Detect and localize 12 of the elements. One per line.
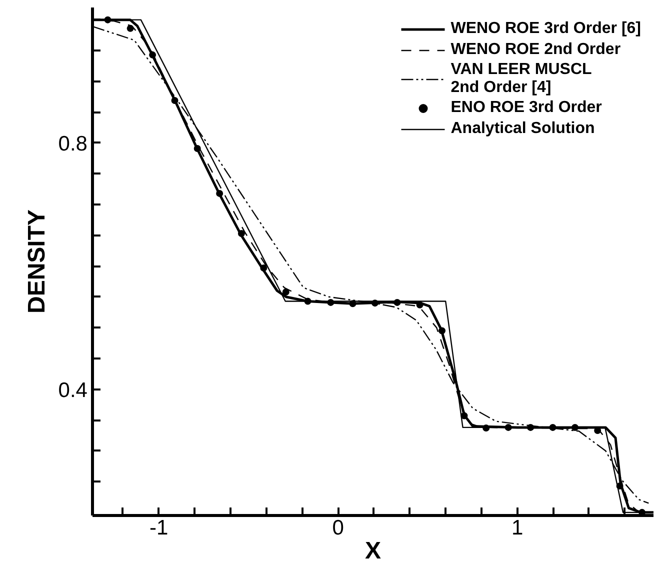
x-tick-label: 1 — [511, 516, 524, 540]
y-axis-title: DENSITY — [23, 209, 50, 314]
y-tick-label: 0.8 — [58, 132, 88, 156]
legend-label: Analytical Solution — [450, 119, 595, 139]
legend-label: WENO ROE 2nd Order — [450, 40, 621, 60]
x-axis-title: X — [364, 538, 382, 564]
legend-label: VAN LEER MUSCL 2nd Order [4] — [450, 61, 592, 97]
legend-label: WENO ROE 3rd Order [6] — [450, 19, 641, 39]
legend-label: ENO ROE 3rd Order — [450, 98, 602, 118]
x-tick-label: -1 — [149, 516, 168, 540]
y-tick-label: 0.4 — [58, 378, 88, 402]
x-tick-label: 0 — [332, 516, 344, 540]
